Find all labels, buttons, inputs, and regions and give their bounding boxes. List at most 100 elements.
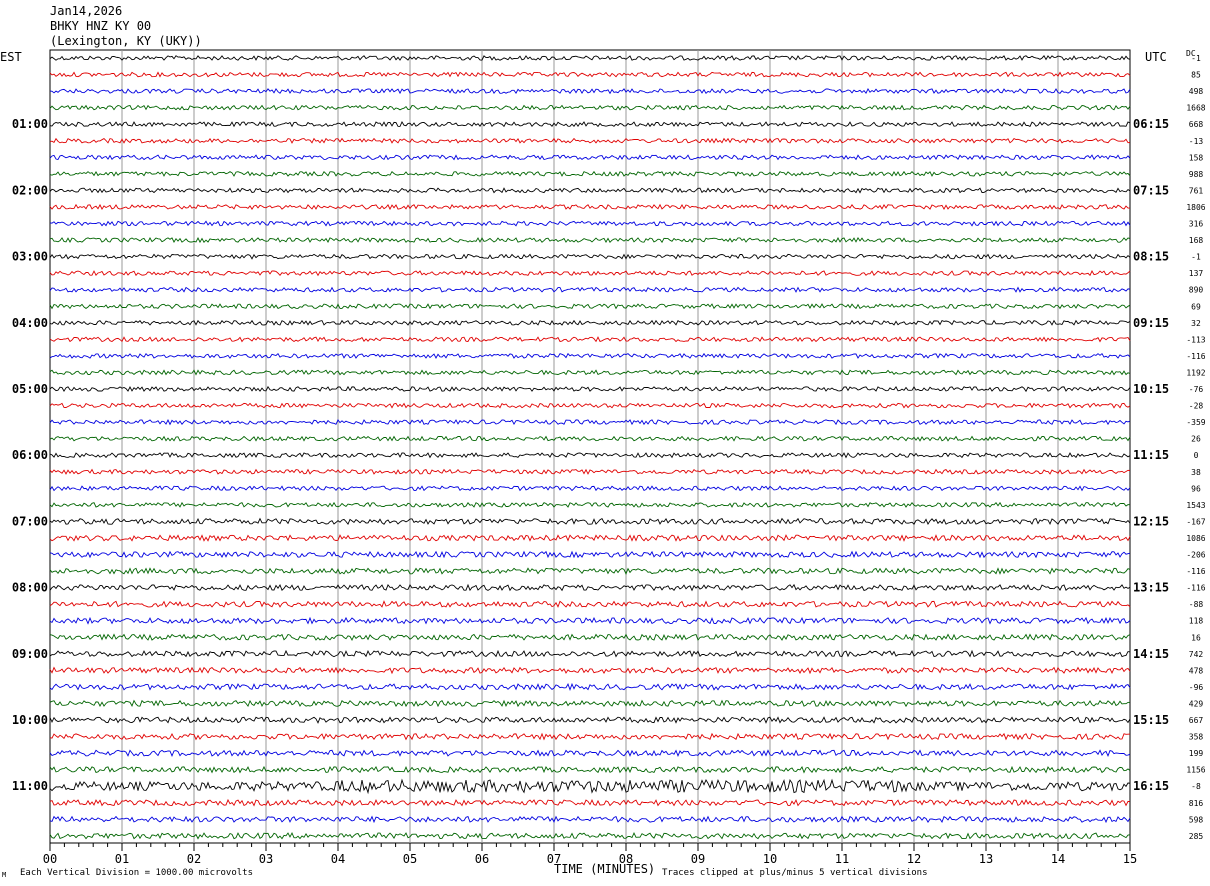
dc-value-label: -206 <box>1186 551 1205 560</box>
trace-line-39 <box>49 682 1131 692</box>
est-hour-label: 11:00 <box>12 779 48 793</box>
dc-value-label: 32 <box>1191 319 1201 328</box>
trace-line-25 <box>49 452 1131 459</box>
dc-value-label: 598 <box>1189 815 1204 824</box>
dc-value-label: 137 <box>1189 269 1204 278</box>
trace-line-17 <box>49 319 1131 326</box>
utc-hour-label: 14:15 <box>1133 647 1169 661</box>
est-hour-label: 09:00 <box>12 647 48 661</box>
est-hour-label: 04:00 <box>12 316 48 330</box>
dc-value-label: 1668 <box>1186 104 1205 113</box>
trace-line-35 <box>49 616 1131 625</box>
dc-value-label: -96 <box>1189 683 1204 692</box>
est-hour-label: 06:00 <box>12 448 48 462</box>
x-tick-label: 12 <box>907 852 921 866</box>
trace-line-10 <box>49 203 1130 211</box>
dc-value-label: 478 <box>1189 666 1204 675</box>
plot-frame <box>49 49 1131 844</box>
trace-line-14 <box>49 270 1131 277</box>
corner-mark: M <box>2 871 7 879</box>
dc-value-label: 85 <box>1191 71 1201 80</box>
x-tick-label: 06 <box>475 852 489 866</box>
trace-line-32 <box>49 567 1131 575</box>
dc-value-label: 16 <box>1191 633 1201 642</box>
trace-line-4 <box>49 104 1131 111</box>
dc-value-label: 358 <box>1189 733 1204 742</box>
footer-scale-note: Each Vertical Division = 1000.00 microvo… <box>20 868 253 878</box>
trace-line-42 <box>49 732 1131 741</box>
dc-value-label: -88 <box>1189 600 1204 609</box>
dc-value-label: -1 <box>1191 54 1201 63</box>
dc-value-label: 988 <box>1189 170 1204 179</box>
x-tick-label: 09 <box>691 852 705 866</box>
utc-hour-label: 12:15 <box>1133 514 1169 528</box>
dc-value-label: 816 <box>1189 799 1204 808</box>
dc-value-label: 890 <box>1189 286 1204 295</box>
utc-hour-label: 11:15 <box>1133 448 1169 462</box>
dc-value-label: 429 <box>1189 699 1204 708</box>
dc-value-label: -113 <box>1186 335 1205 344</box>
x-tick-label: 14 <box>1051 852 1065 866</box>
trace-line-2 <box>49 71 1131 78</box>
x-tick-label: 15 <box>1123 852 1137 866</box>
dc-value-label: -13 <box>1189 137 1204 146</box>
dc-value-label: 118 <box>1189 617 1204 626</box>
trace-line-22 <box>49 402 1131 409</box>
trace-line-19 <box>49 352 1131 359</box>
dc-value-label: 761 <box>1189 186 1204 195</box>
trace-line-29 <box>49 517 1131 525</box>
dc-value-label: 742 <box>1189 650 1204 659</box>
left-timezone-label: EST <box>0 50 22 64</box>
right-timezone-label: UTC <box>1145 50 1167 64</box>
trace-line-40 <box>49 699 1131 708</box>
trace-line-11 <box>49 220 1131 227</box>
trace-line-13 <box>49 253 1131 260</box>
est-hour-label: 01:00 <box>12 117 48 131</box>
trace-line-21 <box>49 385 1131 393</box>
dc-header-label: DC <box>1186 49 1196 58</box>
x-tick-label: 08 <box>619 852 633 866</box>
trace-line-9 <box>49 187 1131 194</box>
trace-line-8 <box>49 170 1131 177</box>
trace-line-23 <box>49 418 1131 426</box>
dc-value-label: 1543 <box>1186 501 1205 510</box>
x-tick-label: 11 <box>835 852 849 866</box>
utc-hour-label: 13:15 <box>1133 581 1169 595</box>
location-label: (Lexington, KY (UKY)) <box>50 34 202 48</box>
est-hour-label: 03:00 <box>12 250 48 264</box>
dc-value-label: 158 <box>1189 153 1204 162</box>
x-tick-label: 04 <box>331 852 345 866</box>
dc-value-label: -76 <box>1189 385 1204 394</box>
trace-line-15 <box>49 286 1131 293</box>
x-tick-label: 02 <box>187 852 201 866</box>
dc-value-label: -116 <box>1186 584 1205 593</box>
dc-value-label: 667 <box>1189 716 1204 725</box>
trace-line-47 <box>49 815 1131 824</box>
est-hour-label: 07:00 <box>12 514 48 528</box>
trace-line-41 <box>49 716 1131 724</box>
dc-value-label: 285 <box>1189 832 1204 841</box>
trace-line-7 <box>49 154 1131 161</box>
utc-hour-label: 08:15 <box>1133 250 1169 264</box>
dc-value-label: 1156 <box>1186 766 1205 775</box>
dc-value-label: -359 <box>1186 418 1205 427</box>
trace-line-36 <box>49 633 1131 641</box>
trace-line-45 <box>49 778 1131 795</box>
footer-clip-note: Traces clipped at plus/minus 5 vertical … <box>662 868 928 878</box>
trace-line-16 <box>49 303 1131 310</box>
dc-value-label: 96 <box>1191 484 1201 493</box>
x-tick-label: 03 <box>259 852 273 866</box>
dc-value-label: 1192 <box>1186 368 1205 377</box>
trace-line-34 <box>49 600 1131 608</box>
trace-line-3 <box>49 87 1131 95</box>
trace-line-20 <box>49 369 1131 376</box>
dc-value-label: 168 <box>1189 236 1204 245</box>
trace-line-30 <box>49 534 1131 542</box>
est-hour-label: 05:00 <box>12 382 48 396</box>
utc-hour-label: 07:15 <box>1133 183 1169 197</box>
x-tick-label: 07 <box>547 852 561 866</box>
trace-line-33 <box>49 583 1131 592</box>
dc-value-label: 668 <box>1189 120 1204 129</box>
x-axis-label: TIME (MINUTES) <box>554 862 656 876</box>
utc-hour-label: 09:15 <box>1133 316 1169 330</box>
